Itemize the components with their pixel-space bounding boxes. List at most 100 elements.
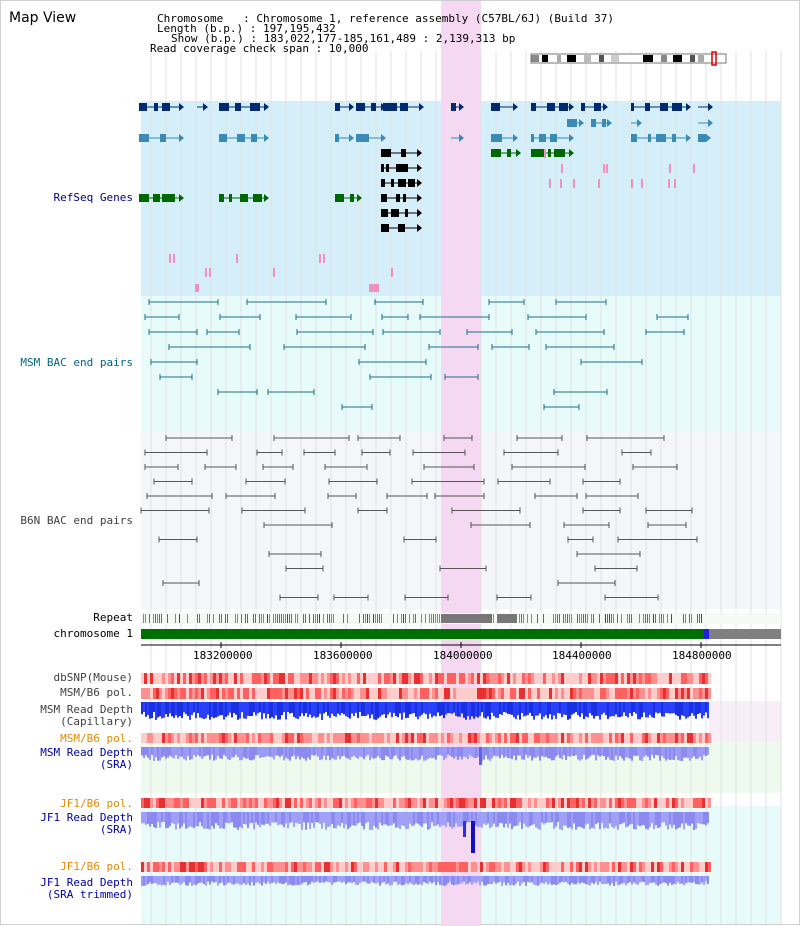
read-depth-bar <box>443 812 445 826</box>
refseq-minor-feature <box>674 179 676 188</box>
read-depth-bar <box>427 812 429 830</box>
read-depth-bar <box>657 702 659 714</box>
polymorphism-cell <box>693 673 696 684</box>
repeat-feature <box>631 614 632 623</box>
gene-exon <box>550 134 557 142</box>
read-depth-bar <box>533 702 535 720</box>
repeat-feature <box>643 614 644 623</box>
read-depth-bar <box>475 747 477 759</box>
read-depth-bar <box>479 812 481 827</box>
read-depth-bar <box>649 876 651 884</box>
polymorphism-cell <box>414 798 417 808</box>
read-depth-bar <box>551 747 553 761</box>
polymorphism-cell <box>369 798 372 808</box>
polymorphism-cell <box>615 688 618 699</box>
polymorphism-cell <box>630 688 633 699</box>
polymorphism-cell <box>324 688 327 699</box>
msm-bac-track-label[interactable]: MSM BAC end pairs <box>20 356 133 369</box>
polymorphism-cell <box>435 798 438 808</box>
repeat-feature <box>285 614 286 623</box>
repeat-feature <box>235 614 236 623</box>
read-depth-bar <box>529 876 531 883</box>
read-depth-bar <box>265 876 267 884</box>
b6n-bac-track-label[interactable]: B6N BAC end pairs <box>20 514 133 527</box>
read-depth-bar <box>535 876 537 886</box>
read-depth-bar <box>525 876 527 886</box>
read-depth-bar <box>507 702 509 714</box>
polymorphism-cell <box>435 733 438 743</box>
read-depth-bar <box>251 747 253 761</box>
read-depth-bar <box>697 702 699 715</box>
read-depth-bar <box>405 747 407 760</box>
polymorphism-cell <box>336 862 339 872</box>
read-depth-bar <box>335 812 337 829</box>
read-depth-bar <box>379 747 381 759</box>
polymorphism-cell <box>585 733 588 743</box>
dbsnp-track-label: dbSNP(Mouse) <box>53 671 133 684</box>
read-depth-bar <box>271 747 273 758</box>
read-depth-bar <box>409 876 411 883</box>
chromosome-ideogram <box>531 54 726 63</box>
read-depth-bar <box>353 876 355 883</box>
polymorphism-cell <box>213 688 216 699</box>
polymorphism-cell <box>495 673 498 684</box>
polymorphism-cell <box>462 673 465 684</box>
read-depth-bar <box>383 702 385 715</box>
polymorphism-cell <box>387 862 390 872</box>
read-depth-bar <box>299 702 301 717</box>
read-depth-bar <box>621 747 623 759</box>
polymorphism-cell <box>642 673 645 684</box>
read-depth-bar <box>181 812 183 827</box>
read-depth-bar <box>645 876 647 886</box>
polymorphism-cell <box>162 862 165 872</box>
polymorphism-cell <box>603 798 606 808</box>
polymorphism-cell <box>354 673 357 684</box>
polymorphism-cell <box>636 688 639 699</box>
repeat-feature <box>379 614 380 623</box>
read-depth-bar <box>575 876 577 885</box>
read-depth-bar <box>541 876 543 883</box>
polymorphism-cell <box>684 862 687 872</box>
polymorphism-cell <box>519 733 522 743</box>
polymorphism-cell <box>576 798 579 808</box>
read-depth-bar <box>167 876 169 882</box>
polymorphism-cell <box>453 862 456 872</box>
polymorphism-cell <box>621 862 624 872</box>
refseq-track-label[interactable]: RefSeq Genes <box>53 191 133 204</box>
read-depth-bar <box>465 812 467 824</box>
read-depth-bar <box>203 876 205 885</box>
polymorphism-cell <box>387 688 390 699</box>
read-depth-bar <box>433 747 435 759</box>
read-depth-bar <box>331 702 333 714</box>
read-depth-bar <box>205 812 207 829</box>
read-depth-bar <box>387 702 389 715</box>
polymorphism-cell <box>396 688 399 699</box>
polymorphism-cell <box>591 733 594 743</box>
read-depth-bar <box>205 876 207 886</box>
polymorphism-cell <box>381 798 384 808</box>
polymorphism-cell <box>549 862 552 872</box>
read-depth-bar <box>387 812 389 826</box>
repeat-feature <box>557 614 558 623</box>
read-depth-bar <box>175 876 177 883</box>
read-depth-bar <box>415 876 417 884</box>
polymorphism-cell <box>510 688 513 699</box>
read-depth-bar <box>575 812 577 830</box>
polymorphism-cell <box>660 688 663 699</box>
polymorphism-cell <box>216 688 219 699</box>
gene-strand-arrow <box>264 194 269 202</box>
polymorphism-cell <box>519 862 522 872</box>
read-depth-bar <box>377 876 379 883</box>
gene-exon <box>153 194 160 202</box>
read-depth-bar <box>415 747 417 759</box>
polymorphism-cell <box>201 688 204 699</box>
polymorphism-cell <box>375 673 378 684</box>
read-depth-bar <box>655 812 657 826</box>
polymorphism-cell <box>597 733 600 743</box>
read-depth-bar <box>319 747 321 761</box>
polymorphism-cell <box>201 862 204 872</box>
read-depth-bar <box>307 702 309 718</box>
repeat-feature <box>393 614 394 623</box>
